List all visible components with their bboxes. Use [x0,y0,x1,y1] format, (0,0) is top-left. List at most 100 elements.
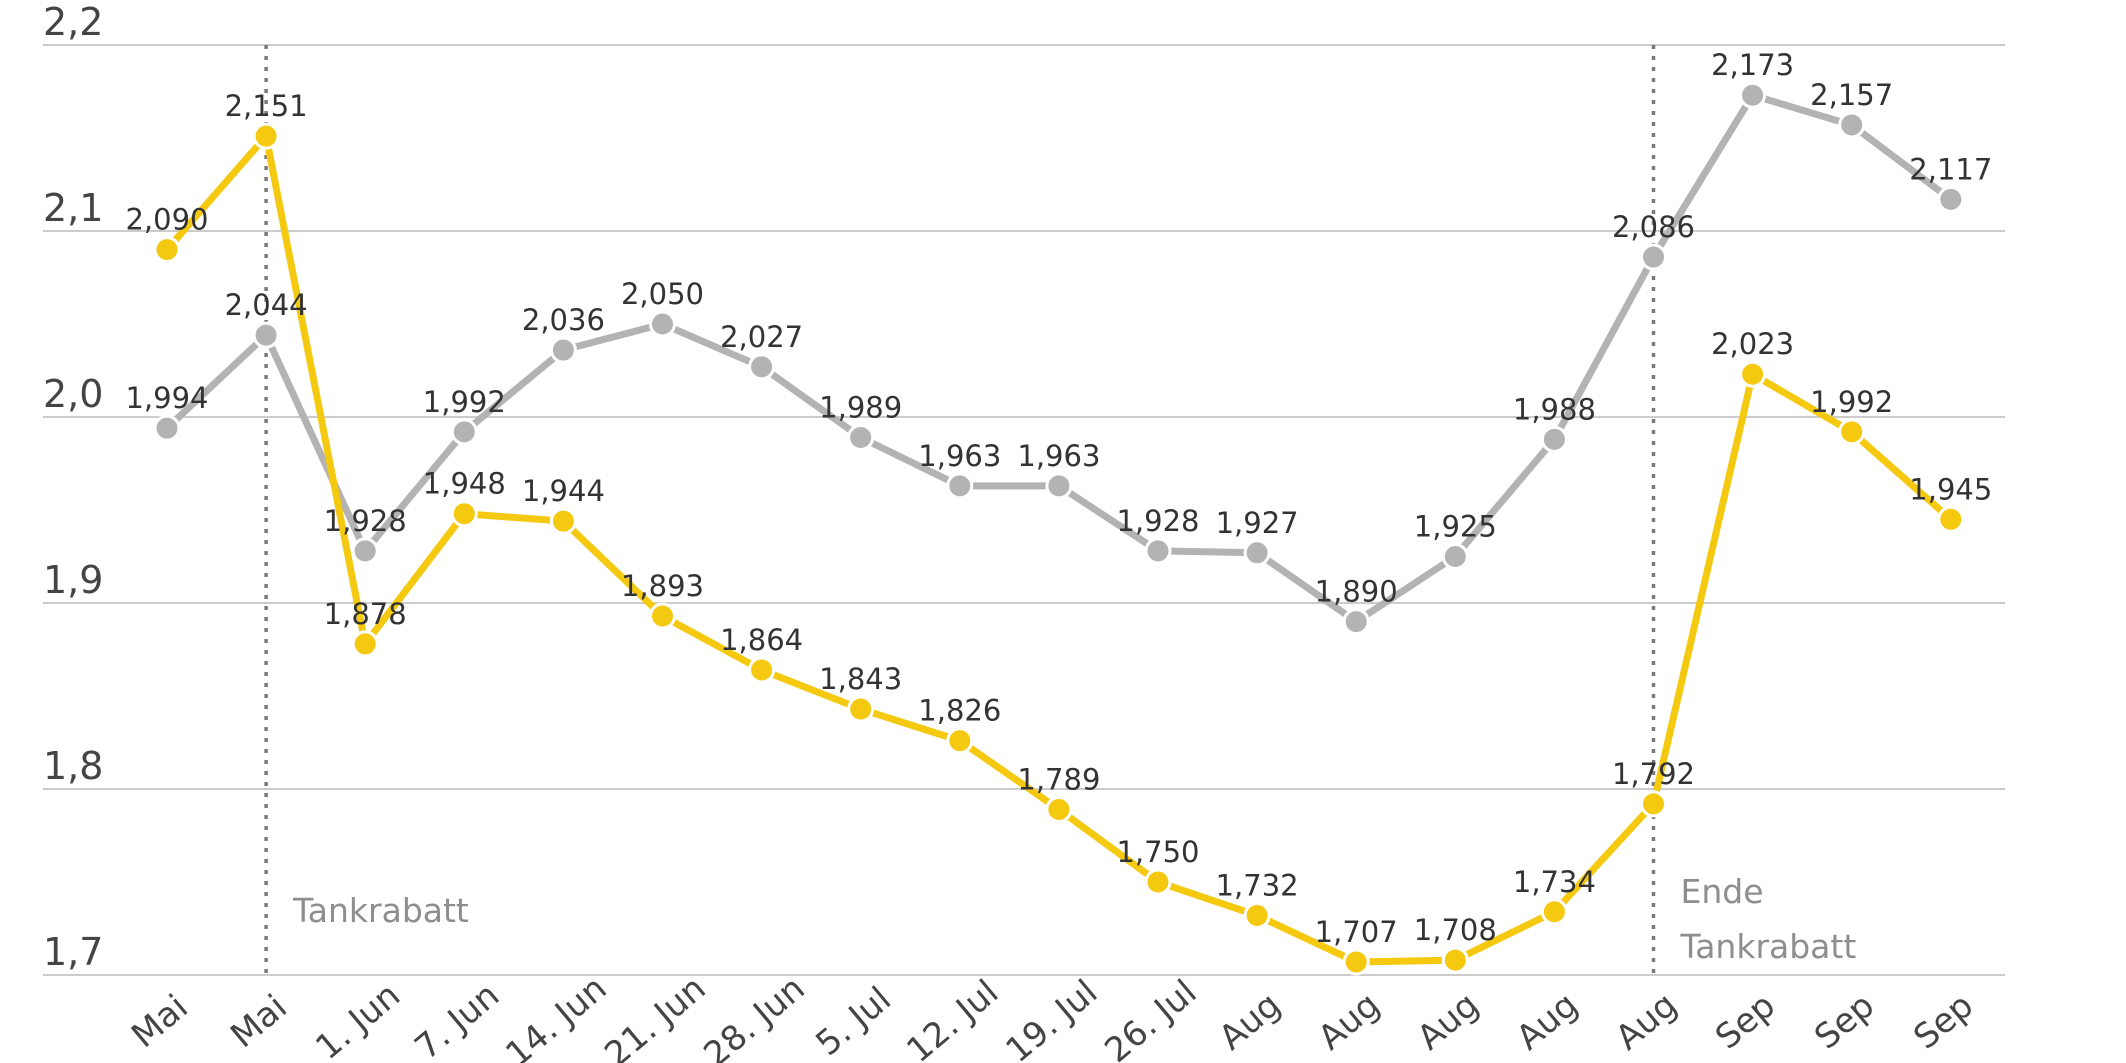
x-tick-label: Aug [1608,985,1685,1058]
x-tick-label: 26. Jul [1098,972,1205,1063]
data-point-yellow [1937,505,1965,533]
data-point-gray [1739,81,1767,109]
x-tick-label: Aug [1311,985,1388,1058]
y-tick-label: 1,8 [43,744,103,788]
data-label-gray: 1,994 [125,381,208,415]
data-label-yellow: 1,826 [918,694,1001,728]
data-label-gray: 2,050 [621,277,704,311]
data-point-yellow [549,507,577,535]
series-layer [153,81,1965,976]
x-tick-label: 1. Jun [308,975,408,1063]
data-label-gray: 1,927 [1216,506,1299,540]
data-label-yellow: 1,734 [1513,865,1596,899]
data-label-yellow: 1,948 [423,467,506,501]
annotation-layer: Tankrabatt Ende Tankrabatt [264,45,1857,975]
data-point-yellow [847,695,875,723]
data-label-gray: 2,086 [1612,210,1695,244]
data-label-yellow: 2,151 [225,89,308,123]
data-point-gray [153,414,181,442]
data-label-yellow: 1,707 [1315,915,1398,949]
x-tick-label: Mai [124,987,195,1056]
series-line-yellow [163,132,1955,966]
data-label-gray: 1,928 [324,504,407,538]
data-label-gray: 1,989 [819,390,902,424]
x-tick-label: Aug [1212,985,1289,1058]
data-label-gray: 1,988 [1513,392,1596,426]
data-point-gray [946,472,974,500]
y-tick-label: 1,7 [43,930,103,974]
y-tick-label: 2,1 [43,186,103,230]
x-tick-label: 21. Jun [597,968,713,1063]
data-point-yellow [1838,418,1866,446]
data-point-gray [450,418,478,446]
annotation-label: Ende [1681,872,1764,911]
data-label-gray: 2,157 [1810,78,1893,112]
data-label-yellow: 1,878 [324,597,407,631]
data-point-gray [748,353,776,381]
data-point-yellow [1739,360,1767,388]
data-label-yellow: 1,843 [819,662,902,696]
data-label-gray: 1,992 [423,385,506,419]
data-label-yellow: 1,750 [1116,835,1199,869]
data-label-gray: 2,173 [1711,48,1794,82]
data-point-gray [1937,185,1965,213]
grid-layer [43,44,2005,976]
data-point-gray [1243,539,1271,567]
data-point-yellow [252,122,280,150]
data-point-gray [1342,608,1370,636]
annotation-label: Tankrabatt [292,891,469,930]
data-point-gray [1640,243,1667,271]
data-point-yellow [649,602,676,630]
data-label-gray: 1,963 [918,439,1001,473]
y-tick-label: 1,9 [43,558,103,602]
data-point-yellow [748,656,776,684]
data-point-yellow [351,630,379,658]
data-point-yellow [946,727,974,755]
data-label-gray: 1,925 [1414,510,1497,544]
x-tick-label: 7. Jun [407,975,507,1063]
data-label-gray: 2,044 [225,288,308,322]
data-point-gray [252,321,280,349]
x-tick-label: Sep [1906,986,1981,1058]
data-label-yellow: 1,732 [1216,868,1299,902]
data-label-yellow: 1,789 [1017,762,1100,796]
x-tick-label: Mai [223,987,294,1056]
data-label-gray: 2,117 [1909,152,1992,186]
data-label-yellow: 2,090 [125,203,208,237]
data-point-yellow [1243,901,1271,929]
annotation-label: Tankrabatt [1680,927,1857,966]
data-label-yellow: 1,708 [1414,913,1497,947]
data-label-yellow: 1,864 [720,623,803,657]
data-label-yellow: 1,893 [621,569,704,603]
data-label-gray: 1,963 [1017,439,1100,473]
data-label-gray: 1,928 [1116,504,1199,538]
data-point-gray [351,537,379,565]
data-point-gray [1441,543,1469,570]
x-tick-label: Aug [1509,985,1586,1058]
data-point-yellow [153,236,181,264]
data-point-gray [1045,472,1073,500]
data-label-yellow: 2,023 [1711,327,1794,361]
data-point-gray [1838,111,1866,139]
x-tick-label: 5. Jul [808,979,898,1063]
data-label-gray: 2,027 [720,320,803,354]
x-tick-label: 19. Jul [998,972,1105,1063]
x-tick-label: 28. Jun [696,968,812,1063]
data-point-yellow [1540,898,1568,926]
data-point-gray [1540,425,1568,453]
data-point-yellow [1342,948,1370,976]
x-tick-label: Sep [1807,986,1882,1058]
data-label-yellow: 1,944 [522,474,605,508]
data-label-yellow: 1,992 [1810,385,1893,419]
data-point-gray [549,336,577,364]
data-point-yellow [450,500,478,528]
data-point-yellow [1045,795,1073,823]
y-tick-label: 2,0 [43,372,103,416]
data-label-layer: 1,994 2,044 1,928 1,992 2,036 2,050 2,027 1,989… [125,48,1992,949]
data-label-yellow: 1,792 [1612,757,1695,791]
data-label-yellow: 1,945 [1909,472,1992,506]
x-tick-label: Aug [1410,985,1487,1058]
data-label-gray: 2,036 [522,303,605,337]
x-tick-label: 14. Jun [498,968,614,1063]
